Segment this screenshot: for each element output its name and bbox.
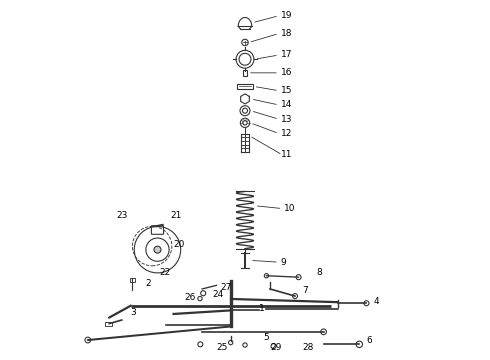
Text: 24: 24 <box>213 290 224 299</box>
Text: 27: 27 <box>220 283 231 292</box>
Text: 13: 13 <box>281 115 292 124</box>
Text: 14: 14 <box>281 100 292 109</box>
Text: 12: 12 <box>281 129 292 138</box>
Text: 2: 2 <box>145 279 150 288</box>
Text: 29: 29 <box>270 343 281 352</box>
Text: 7: 7 <box>302 286 308 295</box>
Text: 15: 15 <box>281 86 292 95</box>
Text: 3: 3 <box>131 308 136 317</box>
Text: 25: 25 <box>217 343 228 352</box>
Text: 11: 11 <box>281 150 292 159</box>
Text: 19: 19 <box>281 11 292 20</box>
Text: 23: 23 <box>117 211 128 220</box>
Text: 22: 22 <box>159 268 171 277</box>
Bar <box>237 84 253 89</box>
Circle shape <box>154 246 161 253</box>
Text: 17: 17 <box>281 50 292 59</box>
Bar <box>243 70 247 76</box>
Text: 28: 28 <box>302 343 314 352</box>
Text: 6: 6 <box>367 336 372 345</box>
Text: 20: 20 <box>173 240 185 249</box>
Text: 9: 9 <box>281 258 287 267</box>
Text: 10: 10 <box>284 204 296 213</box>
Text: 5: 5 <box>263 333 269 342</box>
Text: 8: 8 <box>317 268 322 277</box>
Text: 16: 16 <box>281 68 292 77</box>
Text: 21: 21 <box>170 211 181 220</box>
Text: 4: 4 <box>373 297 379 306</box>
Bar <box>130 278 135 282</box>
Text: 26: 26 <box>184 293 196 302</box>
Bar <box>105 322 112 327</box>
Text: 18: 18 <box>281 29 292 38</box>
Text: 1: 1 <box>259 304 265 313</box>
